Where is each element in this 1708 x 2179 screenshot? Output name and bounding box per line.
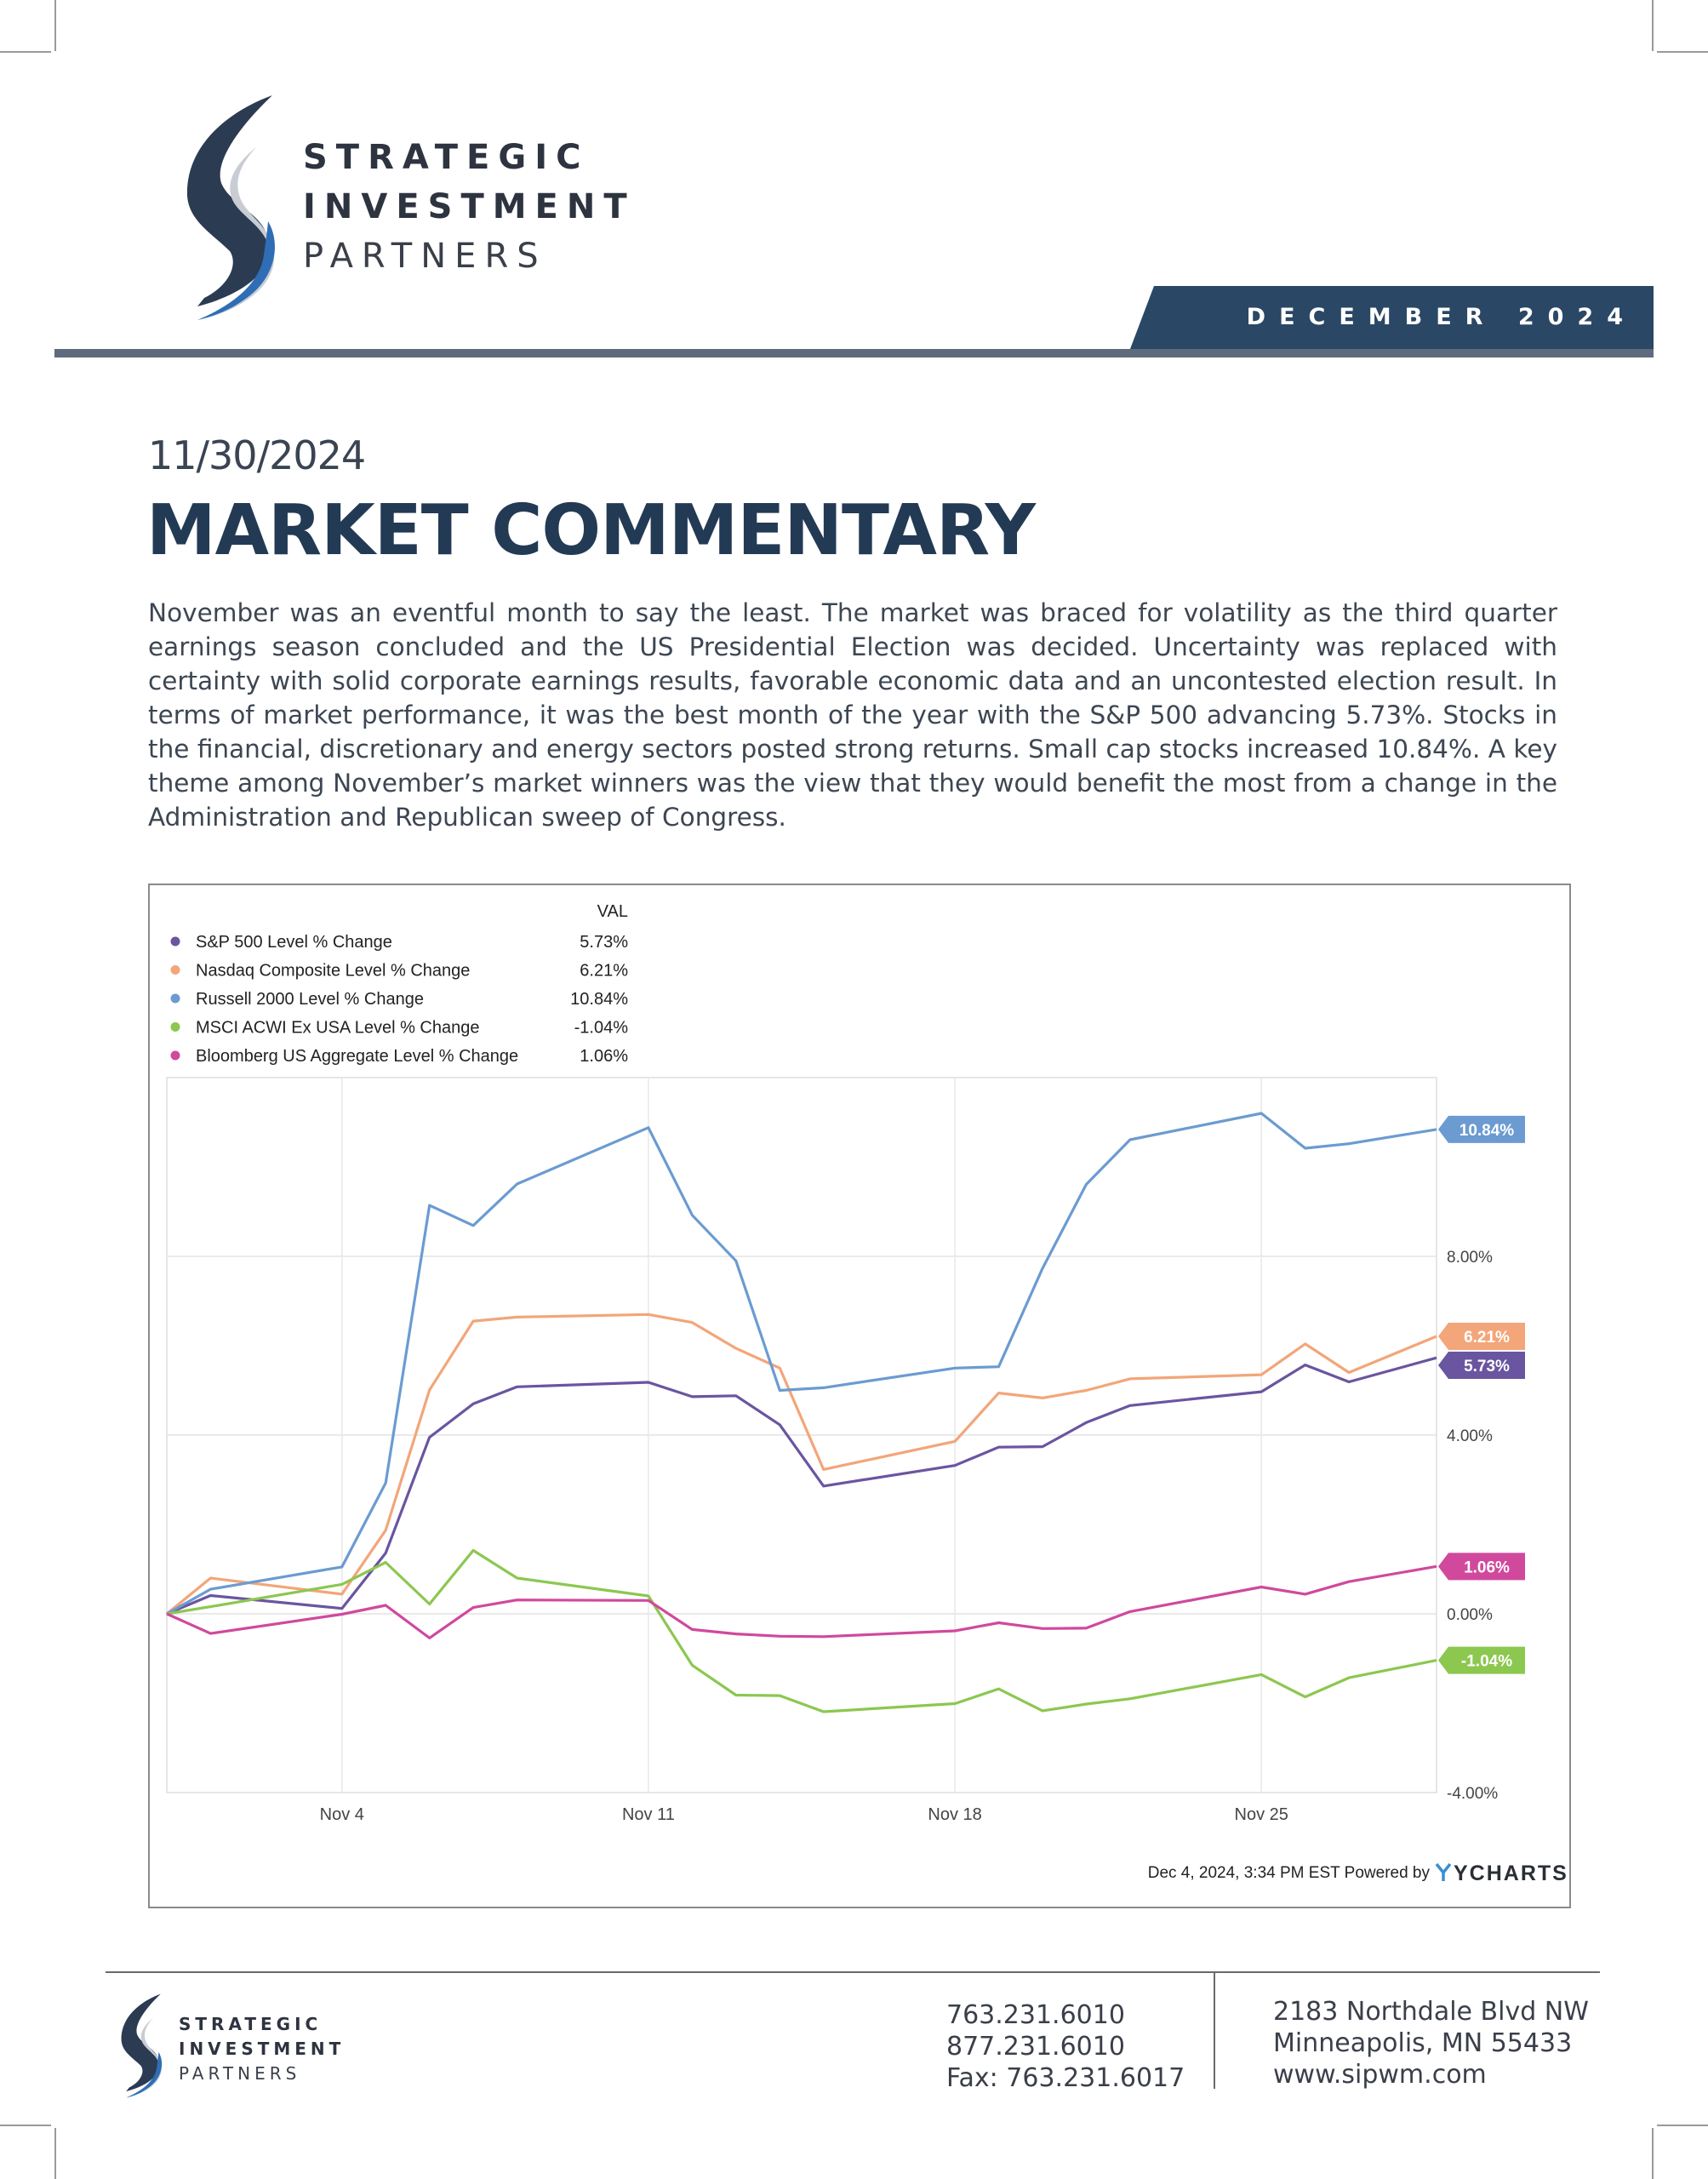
crop-mark bbox=[54, 2128, 56, 2179]
x-tick-label: Nov 25 bbox=[1235, 1805, 1288, 1824]
flag-shape bbox=[1438, 1553, 1525, 1581]
crop-mark bbox=[1652, 0, 1654, 51]
crop-mark bbox=[1652, 2128, 1654, 2179]
series-line bbox=[166, 1564, 1437, 1640]
legend-label: Russell 2000 Level % Change bbox=[196, 990, 424, 1009]
legend-label: Nasdaq Composite Level % Change bbox=[196, 962, 470, 981]
flag-value: -1.04% bbox=[1461, 1653, 1512, 1671]
footer-logo-line1: STRATEGIC bbox=[179, 2014, 323, 2034]
footer-logo-line2: INVESTMENT bbox=[179, 2039, 346, 2059]
series-line bbox=[165, 1313, 1437, 1616]
legend-swatch bbox=[170, 993, 180, 1004]
legend-value: 6.21% bbox=[580, 962, 628, 981]
end-value-flag: 10.84% bbox=[1438, 1115, 1525, 1143]
chart-frame: VAL S&P 500 Level % Change 5.73% Nasdaq Co… bbox=[148, 884, 1571, 1908]
crop-mark bbox=[54, 0, 56, 51]
crop-mark bbox=[0, 2125, 51, 2126]
flag-shape bbox=[1438, 1322, 1525, 1350]
logo-line2: INVESTMENT bbox=[303, 187, 636, 226]
page-title: MARKET COMMENTARY bbox=[146, 490, 1036, 571]
y-tick-label: 0.00% bbox=[1447, 1606, 1493, 1624]
chart-legend: VAL S&P 500 Level % Change 5.73% Nasdaq Co… bbox=[170, 902, 629, 1066]
chart-footer-note: Dec 4, 2024, 3:34 PM EST Powered by bbox=[1148, 1864, 1431, 1882]
crop-mark bbox=[1657, 51, 1708, 53]
series-line bbox=[166, 1548, 1437, 1713]
ycharts-brand: YCHARTS bbox=[1454, 1862, 1568, 1885]
legend-label: Bloomberg US Aggregate Level % Change bbox=[196, 1047, 518, 1066]
logo-line3: PARTNERS bbox=[303, 237, 547, 276]
end-value-flag: -1.04% bbox=[1438, 1646, 1525, 1674]
legend-label: MSCI ACWI Ex USA Level % Change bbox=[196, 1019, 479, 1038]
performance-chart: VAL S&P 500 Level % Change 5.73% Nasdaq Co… bbox=[165, 902, 1568, 1885]
legend-swatch bbox=[170, 965, 180, 975]
legend-value: -1.04% bbox=[574, 1019, 629, 1038]
footer-fax: Fax: 763.231.6017 bbox=[946, 2063, 1185, 2093]
y-tick-label: 4.00% bbox=[1447, 1427, 1493, 1445]
flag-value: 6.21% bbox=[1464, 1329, 1510, 1347]
y-tick-label: 8.00% bbox=[1447, 1249, 1493, 1267]
flag-shape bbox=[1438, 1351, 1525, 1379]
header-logo: STRATEGIC INVESTMENT PARTNERS bbox=[179, 94, 627, 323]
end-value-flag: 1.06% bbox=[1438, 1553, 1525, 1581]
footer-address2: Minneapolis, MN 55433 bbox=[1273, 2028, 1573, 2058]
legend-label: S&P 500 Level % Change bbox=[196, 933, 392, 952]
legend-value: 10.84% bbox=[570, 990, 628, 1009]
header-rule bbox=[54, 349, 1654, 357]
ycharts-logo: YCHARTS bbox=[1435, 1862, 1568, 1885]
y-tick-label: -4.00% bbox=[1447, 1785, 1498, 1803]
legend-header: VAL bbox=[597, 902, 628, 921]
flag-value: 1.06% bbox=[1464, 1558, 1510, 1576]
end-value-flag: 5.73% bbox=[1438, 1351, 1525, 1379]
flag-shape bbox=[1438, 1646, 1525, 1674]
footer-website[interactable]: www.sipwm.com bbox=[1273, 2060, 1487, 2090]
plot-area: 8.00% 4.00% 0.00% -4.00% Nov 4 Nov 11 Nov 18 No… bbox=[165, 1077, 1525, 1824]
series-line bbox=[166, 1356, 1437, 1616]
end-value-flag: 6.21% bbox=[1438, 1322, 1525, 1350]
footer-logo: STRATEGIC INVESTMENT PARTNERS bbox=[117, 1987, 364, 2106]
x-tick-label: Nov 18 bbox=[928, 1805, 981, 1824]
legend-value: 5.73% bbox=[580, 933, 628, 952]
month-label: DECEMBER 2024 bbox=[1246, 304, 1637, 330]
month-banner bbox=[1130, 286, 1654, 349]
logo-line1: STRATEGIC bbox=[303, 138, 590, 177]
footer-rule bbox=[106, 1971, 1600, 1973]
footer-phone1: 763.231.6010 bbox=[946, 2000, 1125, 2030]
legend-swatch bbox=[170, 1022, 180, 1032]
footer-divider bbox=[1214, 1973, 1215, 2089]
legend-swatch bbox=[170, 1050, 180, 1061]
flag-shape bbox=[1438, 1115, 1525, 1143]
logo-s-mark-icon bbox=[121, 1993, 163, 2099]
footer-logo-line3: PARTNERS bbox=[179, 2063, 301, 2084]
legend-value: 1.06% bbox=[580, 1047, 628, 1066]
x-tick-label: Nov 11 bbox=[622, 1805, 675, 1824]
x-tick-label: Nov 4 bbox=[320, 1805, 364, 1824]
crop-mark bbox=[1657, 2125, 1708, 2126]
legend-swatch bbox=[170, 936, 180, 947]
flag-value: 5.73% bbox=[1464, 1358, 1510, 1375]
footer-phone2: 877.231.6010 bbox=[946, 2032, 1125, 2062]
logo-s-mark-icon bbox=[186, 95, 275, 322]
footer-address1: 2183 Northdale Blvd NW bbox=[1273, 1997, 1589, 2027]
flag-value: 10.84% bbox=[1460, 1122, 1515, 1140]
crop-mark bbox=[0, 51, 51, 53]
article-date: 11/30/2024 bbox=[148, 432, 366, 478]
article-body: November was an eventful month to say th… bbox=[148, 598, 1557, 832]
series-line bbox=[166, 1112, 1437, 1616]
